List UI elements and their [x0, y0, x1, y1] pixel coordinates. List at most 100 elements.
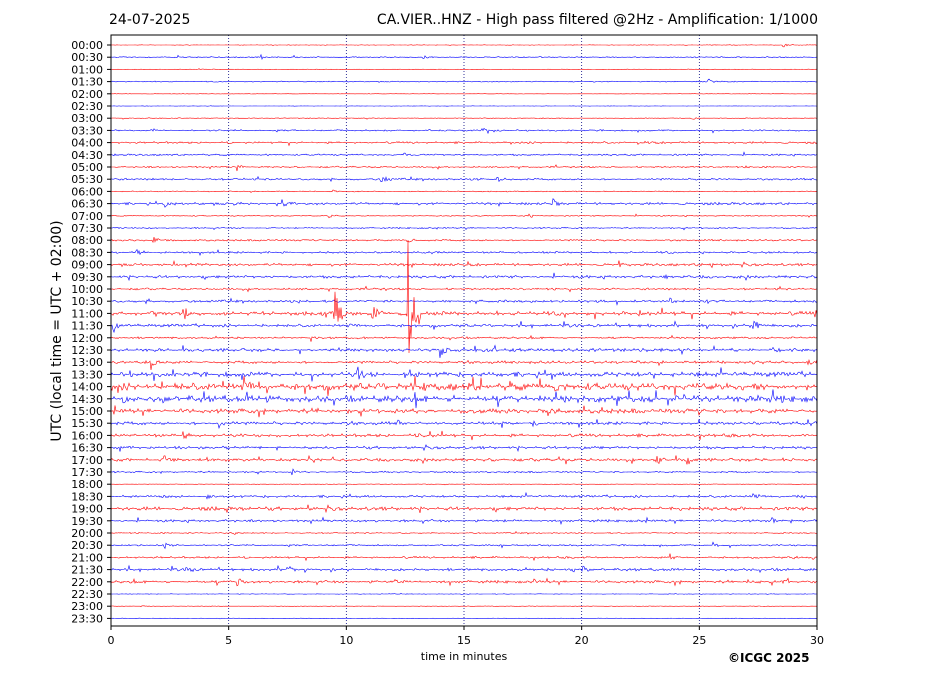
x-tick-label: 15 — [457, 634, 471, 647]
y-tick-label: 15:30 — [71, 417, 103, 430]
y-tick-label: 10:30 — [71, 295, 103, 308]
y-tick-label: 23:30 — [71, 612, 103, 625]
y-tick-label: 15:00 — [71, 405, 103, 418]
x-tick-label: 30 — [810, 634, 824, 647]
copyright-label: ©ICGC 2025 — [728, 651, 810, 665]
trace-row-1830 — [110, 491, 818, 500]
trace-row-0730 — [110, 226, 818, 231]
y-tick-label: 03:00 — [71, 112, 103, 125]
trace-row-0630 — [110, 198, 818, 208]
trace-row-1930 — [110, 516, 818, 526]
y-tick-label: 09:00 — [71, 259, 103, 272]
trace-row-2030 — [110, 541, 818, 550]
x-tick-label: 20 — [575, 634, 589, 647]
y-tick-label: 12:00 — [71, 332, 103, 345]
y-tick-label: 21:00 — [71, 551, 103, 564]
y-tick-label: 16:00 — [71, 429, 103, 442]
trace-row-1900 — [110, 504, 818, 514]
y-tick-label: 03:30 — [71, 124, 103, 137]
trace-row-1230 — [110, 344, 818, 358]
y-tick-label: 17:00 — [71, 454, 103, 467]
trace-row-2300 — [110, 605, 818, 608]
y-tick-label: 04:00 — [71, 137, 103, 150]
y-tick-label: 14:00 — [71, 381, 103, 394]
y-tick-label: 17:30 — [71, 466, 103, 479]
y-tick-label: 01:00 — [71, 63, 103, 76]
y-tick-label: 21:30 — [71, 564, 103, 577]
y-tick-label: 13:30 — [71, 368, 103, 381]
date-label: 24-07-2025 — [109, 12, 191, 28]
y-tick-label: 06:00 — [71, 185, 103, 198]
trace-row-0030 — [110, 53, 817, 61]
trace-row-0300 — [111, 117, 817, 120]
trace-row-1030 — [110, 297, 818, 306]
trace-row-0130 — [110, 78, 818, 83]
trace-row-2330 — [111, 617, 818, 620]
trace-row-1000 — [110, 285, 818, 293]
y-axis-label: UTC (local time = UTC + 02:00) — [49, 220, 65, 442]
y-tick-label: 20:30 — [71, 539, 103, 552]
y-tick-label: 22:00 — [71, 576, 103, 589]
trace-row-2230 — [110, 592, 817, 595]
y-tick-labels: 00:0000:3001:0001:3002:0002:3003:0003:30… — [71, 39, 111, 625]
trace-row-1700 — [110, 454, 818, 465]
y-tick-label: 11:00 — [71, 307, 103, 320]
trace-row-1600 — [110, 430, 818, 441]
trace-row-0500 — [111, 164, 818, 172]
trace-row-1330 — [110, 366, 818, 382]
trace-row-0400 — [110, 140, 818, 147]
trace-row-1400 — [110, 375, 817, 397]
y-tick-label: 07:30 — [71, 222, 103, 235]
trace-row-0930 — [110, 272, 818, 282]
y-tick-label: 04:30 — [71, 149, 103, 162]
trace-row-1430 — [110, 389, 818, 409]
trace-row-0330 — [110, 127, 818, 135]
trace-row-2000 — [110, 531, 818, 535]
trace-row-2100 — [111, 553, 818, 562]
trace-row-0230 — [111, 105, 818, 107]
plot-frame — [110, 34, 818, 627]
trace-row-0100 — [111, 68, 818, 71]
chart-title: CA.VIER..HNZ - High pass filtered @2Hz -… — [376, 12, 818, 28]
trace-row-1130 — [110, 320, 818, 334]
y-tick-label: 00:00 — [71, 39, 103, 52]
y-tick-label: 19:30 — [71, 515, 103, 528]
y-tick-label: 23:00 — [71, 600, 103, 613]
x-tick-label: 10 — [339, 634, 353, 647]
trace-row-0600 — [110, 189, 818, 193]
trace-row-1300 — [110, 358, 818, 371]
y-tick-label: 19:00 — [71, 503, 103, 516]
y-tick-label: 13:00 — [71, 356, 103, 369]
x-tick-label: 0 — [108, 634, 115, 647]
y-tick-label: 22:30 — [71, 588, 103, 601]
y-tick-label: 06:30 — [71, 198, 103, 211]
y-tick-label: 18:00 — [71, 478, 103, 491]
y-tick-label: 07:00 — [71, 210, 103, 223]
trace-row-1530 — [110, 419, 818, 430]
trace-row-2130 — [110, 564, 818, 574]
trace-row-0430 — [110, 151, 817, 157]
y-tick-label: 14:30 — [71, 393, 103, 406]
y-tick-label: 08:00 — [71, 234, 103, 247]
trace-row-2200 — [110, 577, 818, 587]
y-tick-label: 18:30 — [71, 490, 103, 503]
y-tick-label: 09:30 — [71, 271, 103, 284]
y-tick-label: 05:30 — [71, 173, 103, 186]
y-tick-label: 00:30 — [71, 51, 103, 64]
trace-row-1630 — [110, 444, 818, 452]
trace-row-0530 — [110, 175, 818, 183]
y-tick-label: 12:30 — [71, 344, 103, 357]
trace-row-1500 — [110, 405, 818, 418]
trace-layer — [110, 43, 818, 620]
trace-row-0800 — [110, 237, 817, 244]
y-tick-label: 16:30 — [71, 442, 103, 455]
y-tick-label: 01:30 — [71, 76, 103, 89]
x-tick-label: 5 — [225, 634, 232, 647]
x-tick-labels: 0 5 10 15 20 25 30 — [108, 626, 824, 647]
trace-row-1730 — [110, 468, 818, 476]
y-tick-label: 02:00 — [71, 88, 103, 101]
trace-row-1100 — [110, 240, 818, 354]
trace-row-1800 — [111, 483, 817, 486]
x-axis-label: time in minutes — [420, 650, 508, 663]
